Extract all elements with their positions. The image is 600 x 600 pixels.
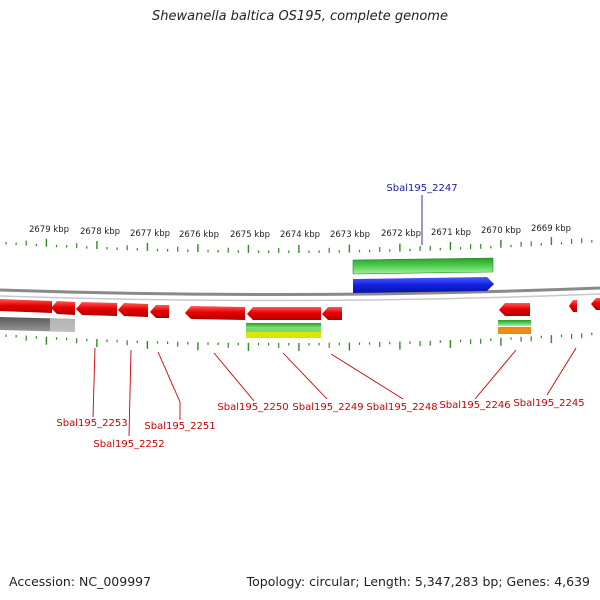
scale-label: 2677 kbp: [130, 229, 170, 239]
gene-reverse[interactable]: [185, 306, 245, 320]
gene-label-reverse[interactable]: Sbal195_2252: [93, 439, 164, 450]
gene-sbal195-2247[interactable]: [353, 277, 494, 293]
gene-reverse[interactable]: [591, 298, 600, 310]
gene-reverse[interactable]: [76, 302, 117, 316]
scale-label: 2678 kbp: [80, 227, 120, 237]
gene-reverse[interactable]: [569, 300, 577, 312]
scale-label: 2671 kbp: [431, 228, 471, 238]
gene-label-reverse[interactable]: Sbal195_2245: [513, 398, 584, 409]
feature-orange: [498, 327, 531, 334]
scale-label: 2676 kbp: [179, 230, 219, 240]
scale-label: 2673 kbp: [330, 230, 370, 240]
scale-label: 2672 kbp: [381, 229, 421, 239]
ruler-ticks-outer: [5, 237, 593, 253]
accession-text: Accession: NC_009997: [9, 574, 152, 589]
scale-label: 2674 kbp: [280, 230, 320, 240]
gene-label-reverse[interactable]: Sbal195_2250: [217, 402, 288, 413]
feature-green-light: [246, 328, 321, 332]
reverse-strand-track: [0, 298, 600, 320]
forward-strand-track: [352, 257, 494, 293]
map-title: Shewanella baltica OS195, complete genom…: [152, 9, 448, 24]
genome-summary-text: Topology: circular; Length: 5,347,283 bp…: [246, 574, 590, 589]
gene-reverse[interactable]: [499, 303, 530, 316]
gene-reverse[interactable]: [118, 303, 148, 317]
gene-labels: Sbal195_2247 Sbal195_2253 Sbal195_2252 S…: [56, 183, 584, 450]
gene-label-reverse[interactable]: Sbal195_2246: [439, 400, 510, 411]
backbone-arc-outer: [0, 286, 600, 297]
feature-yellow: [246, 332, 321, 338]
scale-label: 2670 kbp: [481, 226, 521, 236]
gene-label-reverse[interactable]: Sbal195_2248: [366, 402, 437, 413]
scale-labels: 2679 kbp 2678 kbp 2677 kbp 2676 kbp 2675…: [29, 224, 571, 240]
scale-label: 2675 kbp: [230, 230, 270, 240]
gene-reverse[interactable]: [0, 299, 52, 313]
feature-green: [498, 320, 531, 326]
gene-label-lines: [92, 195, 577, 437]
gene-label-reverse[interactable]: Sbal195_2249: [292, 402, 363, 413]
scale-label: 2669 kbp: [531, 224, 571, 234]
scale-label: 2679 kbp: [29, 225, 69, 235]
gene-reverse[interactable]: [247, 307, 321, 320]
gene-reverse[interactable]: [150, 305, 169, 318]
gene-label-forward[interactable]: Sbal195_2247: [386, 183, 457, 194]
gene-reverse[interactable]: [322, 307, 342, 320]
feature-track-inner: [246, 320, 531, 338]
gene-label-reverse[interactable]: Sbal195_2251: [144, 421, 215, 432]
feature-green: [246, 323, 321, 329]
feature-green-forward: [352, 257, 494, 275]
ruler-ticks-inner: [5, 332, 593, 351]
backbone-arc-inner: [0, 293, 600, 302]
gene-label-reverse[interactable]: Sbal195_2253: [56, 418, 127, 429]
feature-gray-left-end: [50, 318, 75, 332]
gene-reverse[interactable]: [51, 301, 75, 315]
